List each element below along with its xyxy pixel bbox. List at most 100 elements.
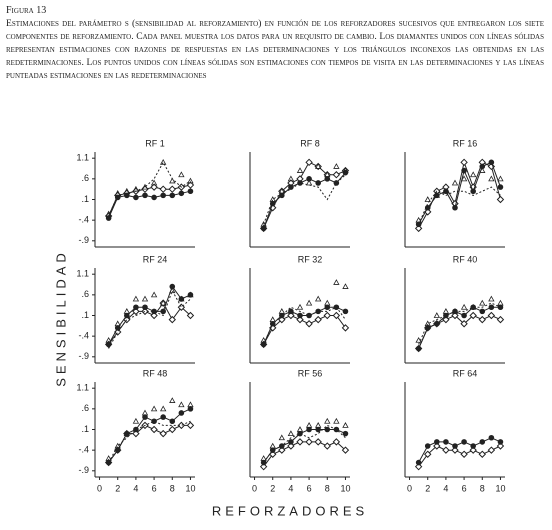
- series-line: [418, 161, 501, 225]
- diamond-marker: [478, 450, 486, 458]
- triangle-marker: [333, 163, 340, 169]
- triangle-marker: [342, 167, 349, 173]
- triangle-marker: [333, 279, 340, 285]
- series-line: [108, 184, 191, 217]
- series-line: [418, 186, 501, 225]
- diamond-marker: [177, 303, 186, 311]
- triangle-marker: [342, 422, 349, 428]
- x-tick-label: 0: [407, 483, 412, 493]
- dot-marker: [178, 410, 185, 416]
- series-line: [263, 174, 346, 225]
- diamond-marker: [186, 421, 195, 430]
- triangle-marker: [333, 417, 340, 424]
- series-line: [108, 285, 191, 345]
- diamond-marker: [314, 162, 322, 171]
- series-line: [418, 302, 501, 345]
- diamond-marker: [296, 315, 304, 324]
- dot-marker: [324, 304, 331, 311]
- triangle-marker: [488, 175, 495, 182]
- panel-title: RF 56: [298, 368, 323, 378]
- diamond-marker: [150, 425, 158, 434]
- dot-marker: [488, 434, 495, 441]
- triangle-marker: [123, 308, 130, 314]
- dot-marker: [288, 184, 294, 190]
- dot-marker: [315, 180, 321, 186]
- triangle-marker: [178, 401, 185, 408]
- triangle-marker: [479, 167, 486, 173]
- x-tick-label: 4: [443, 483, 448, 493]
- series-line: [263, 306, 346, 345]
- triangle-marker: [315, 422, 322, 428]
- series-line: [108, 289, 191, 349]
- triangle-marker: [269, 316, 276, 323]
- triangle-marker: [315, 163, 322, 169]
- y-tick-label: -.4: [78, 445, 89, 455]
- dot-marker: [424, 325, 431, 331]
- triangle-marker: [150, 179, 158, 186]
- y-tick-label: .6: [81, 289, 89, 299]
- series-line: [263, 306, 346, 345]
- dot-marker: [315, 426, 321, 433]
- series-line: [418, 437, 501, 463]
- triangle-marker: [178, 295, 185, 302]
- diamond-marker: [305, 320, 313, 328]
- dot-marker: [178, 190, 185, 197]
- triangle-marker: [497, 175, 504, 182]
- triangle-marker: [141, 295, 149, 302]
- dot-marker: [497, 439, 504, 445]
- diamond-marker: [296, 438, 304, 446]
- dot-marker: [105, 341, 112, 348]
- series-line: [263, 441, 346, 467]
- diamond-marker: [314, 315, 322, 324]
- triangle-marker: [132, 417, 140, 424]
- dot-marker: [260, 459, 267, 466]
- diamond-marker: [150, 183, 158, 191]
- dot-marker: [479, 439, 486, 445]
- dot-marker: [479, 308, 486, 315]
- dot-marker: [124, 192, 130, 199]
- dot-marker: [434, 320, 440, 327]
- triangle-marker: [160, 299, 167, 306]
- dot-marker: [151, 418, 157, 425]
- dot-marker: [497, 184, 504, 190]
- diamond-marker: [278, 446, 286, 454]
- dot-marker: [169, 418, 176, 425]
- dot-marker: [461, 439, 467, 445]
- triangle-marker: [105, 210, 112, 217]
- triangle-marker: [141, 409, 149, 416]
- x-tick-label: 8: [480, 483, 485, 493]
- diamond-marker: [460, 320, 468, 328]
- series-line: [108, 420, 191, 463]
- dot-marker: [461, 167, 467, 174]
- triangle-marker: [260, 220, 267, 227]
- dot-marker: [160, 414, 166, 420]
- y-tick-label: -.9: [78, 465, 89, 475]
- triangle-marker: [460, 175, 468, 182]
- diamond-marker: [278, 315, 286, 324]
- dot-marker: [260, 225, 267, 232]
- triangle-marker: [451, 179, 459, 186]
- triangle-marker: [442, 187, 450, 194]
- x-tick-label: 6: [152, 483, 157, 493]
- dot-marker: [160, 192, 166, 199]
- panel-title: RF 64: [453, 368, 478, 378]
- y-tick-label: -.4: [78, 215, 89, 225]
- triangle-marker: [150, 405, 158, 412]
- dot-marker: [342, 308, 349, 315]
- triangle-marker: [324, 299, 331, 306]
- dot-marker: [105, 459, 112, 466]
- panel-title: RF 32: [298, 254, 323, 264]
- triangle-marker: [287, 308, 295, 314]
- dot-marker: [297, 430, 303, 437]
- diamond-marker: [332, 311, 341, 320]
- triangle-marker: [305, 179, 313, 186]
- series-line: [418, 306, 501, 349]
- triangle-marker: [187, 177, 194, 184]
- diamond-marker: [469, 311, 477, 320]
- series-line: [418, 314, 501, 349]
- x-axis-label: REFORZADORES: [212, 503, 368, 518]
- diamond-marker: [132, 307, 140, 316]
- diamond-marker: [159, 429, 167, 438]
- diamond-marker: [186, 311, 195, 320]
